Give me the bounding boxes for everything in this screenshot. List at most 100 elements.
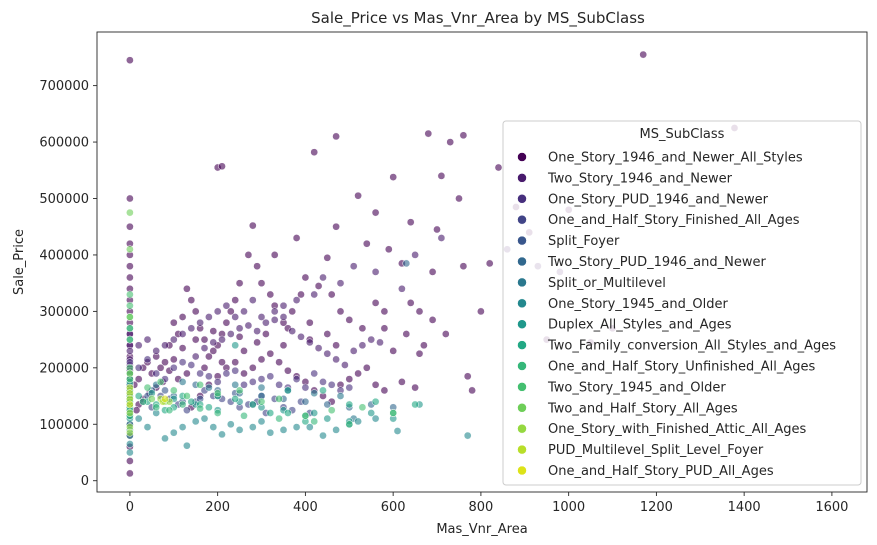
data-point [156, 378, 165, 386]
data-point [126, 301, 134, 310]
data-point [349, 262, 358, 271]
data-point [169, 335, 178, 344]
data-point [231, 366, 240, 375]
y-axis-ticks: 0 100000 200000 300000 400000 500000 600000 700… [39, 79, 97, 489]
data-point [209, 327, 218, 335]
data-point [332, 222, 340, 231]
x-tick-label: 800 [468, 500, 493, 515]
data-point [231, 358, 240, 367]
y-tick-label: 700000 [39, 79, 89, 94]
data-point [244, 251, 253, 259]
data-point [279, 301, 288, 310]
data-point [226, 330, 235, 338]
data-point [231, 313, 240, 321]
data-point [226, 307, 235, 316]
data-point [240, 411, 248, 420]
legend-marker [517, 423, 527, 434]
data-point [161, 386, 169, 395]
data-point [284, 366, 292, 375]
data-point [323, 253, 332, 262]
data-point [310, 290, 319, 299]
data-point [270, 251, 279, 259]
legend-label: Split_Foyer [548, 234, 620, 249]
data-point [152, 403, 161, 412]
data-point [384, 245, 393, 254]
data-point [345, 383, 354, 392]
data-point [310, 409, 319, 417]
legend-label: One_and_Half_Story_PUD_All_Ages [548, 464, 774, 479]
data-point [345, 375, 354, 383]
data-point [126, 428, 134, 437]
x-tick-label: 400 [293, 500, 318, 515]
data-point [143, 423, 152, 431]
data-point [292, 296, 301, 304]
legend-marker [517, 382, 527, 392]
data-point [301, 383, 310, 392]
legend-marker [517, 444, 527, 455]
data-point [367, 335, 376, 344]
data-point [183, 392, 191, 400]
data-point [152, 369, 161, 378]
data-point [305, 338, 314, 347]
y-axis-label: Sale_Price [12, 229, 27, 295]
data-point [196, 318, 204, 327]
data-point [323, 349, 332, 358]
data-point [183, 369, 191, 378]
data-point [222, 301, 231, 310]
data-point [209, 338, 218, 347]
data-point [371, 299, 380, 307]
data-point [437, 234, 446, 242]
data-point [279, 426, 288, 434]
data-point [336, 307, 345, 316]
data-point [235, 279, 244, 288]
y-tick-label: 300000 [39, 305, 89, 320]
data-point [380, 324, 389, 333]
data-point [389, 173, 398, 181]
x-tick-label: 600 [381, 500, 406, 515]
legend-marker [517, 277, 527, 288]
data-point [191, 307, 200, 316]
data-point [420, 341, 428, 350]
data-point [240, 380, 248, 389]
data-point [279, 341, 288, 350]
data-point [266, 349, 275, 358]
data-point [314, 282, 323, 290]
data-point [266, 290, 275, 299]
data-point [362, 363, 371, 372]
data-point [437, 172, 446, 180]
data-point [257, 397, 266, 406]
data-point [187, 296, 196, 304]
y-tick-label: 600000 [39, 136, 89, 151]
x-axis-ticks: 0 200 400 600 800 1000 1200 1400 1600 [126, 492, 848, 515]
legend-marker [517, 194, 527, 204]
legend-marker [517, 298, 527, 309]
data-point [222, 369, 231, 378]
data-point [371, 380, 380, 389]
data-point [218, 162, 226, 171]
legend-label: One_Story_PUD_1946_and_Newer [548, 192, 769, 207]
data-point [218, 335, 226, 344]
data-point [310, 148, 319, 157]
data-point [332, 132, 340, 141]
data-point [257, 383, 266, 392]
x-tick-label: 1000 [552, 500, 585, 515]
data-point [152, 347, 161, 355]
data-points [126, 50, 739, 478]
data-point [200, 344, 209, 352]
plot-area [96, 31, 868, 493]
x-tick-label: 1400 [728, 500, 761, 515]
data-point [402, 330, 411, 338]
data-point [235, 426, 244, 434]
legend-label: One_and_Half_Story_Unfinished_All_Ages [548, 360, 816, 375]
legend-marker [517, 214, 527, 225]
data-point [196, 369, 204, 378]
data-point [126, 457, 134, 465]
data-point [191, 335, 200, 344]
data-point [371, 208, 380, 217]
data-point [301, 397, 310, 406]
data-point [358, 403, 367, 412]
data-point [262, 318, 270, 327]
data-point [411, 251, 419, 259]
data-point [240, 347, 248, 355]
data-point [297, 332, 305, 341]
